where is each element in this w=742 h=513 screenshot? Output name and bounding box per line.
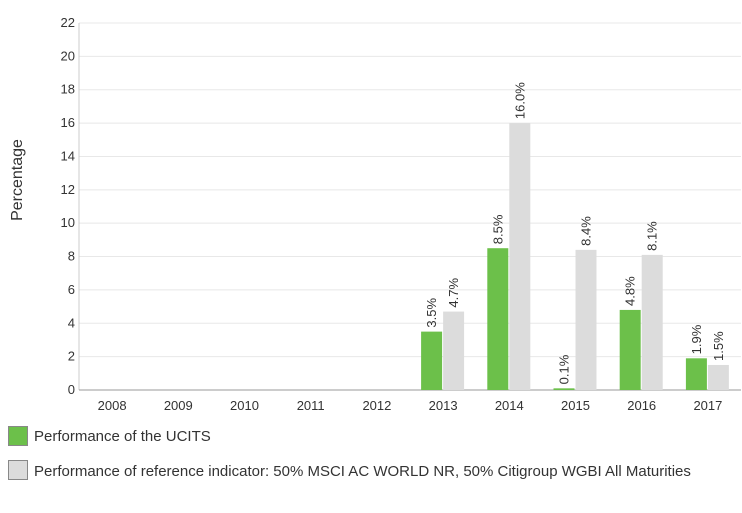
value-label: 4.7% <box>446 278 461 308</box>
value-label: 8.4% <box>579 216 594 246</box>
legend-item: Performance of reference indicator: 50% … <box>8 460 734 482</box>
y-axis-label: Percentage <box>9 139 26 221</box>
y-tick-label: 14 <box>61 148 75 163</box>
x-tick-label: 2011 <box>297 398 325 413</box>
x-tick-label: 2009 <box>164 398 193 413</box>
bar <box>421 331 443 390</box>
x-tick-label: 2015 <box>561 398 590 413</box>
x-tick-label: 2017 <box>693 398 722 413</box>
value-label: 0.1% <box>557 354 572 384</box>
legend-item: Performance of the UCITS <box>8 426 211 446</box>
bar <box>641 254 663 390</box>
value-label: 8.5% <box>490 214 505 244</box>
y-tick-label: 0 <box>68 382 75 397</box>
y-tick-label: 20 <box>61 48 75 63</box>
y-tick-label: 6 <box>68 282 75 297</box>
y-tick-label: 18 <box>61 82 75 97</box>
x-tick-label: 2013 <box>429 398 458 413</box>
x-tick-label: 2012 <box>362 398 391 413</box>
bar <box>619 309 641 390</box>
bar <box>553 388 575 390</box>
x-tick-label: 2014 <box>495 398 524 413</box>
y-tick-label: 16 <box>61 115 75 130</box>
legend-swatch <box>8 426 28 446</box>
bar <box>685 358 707 390</box>
y-tick-label: 22 <box>61 15 75 30</box>
y-tick-label: 4 <box>68 315 75 330</box>
value-label: 8.1% <box>645 221 660 251</box>
x-tick-label: 2010 <box>230 398 259 413</box>
legend-swatch <box>8 460 28 480</box>
value-label: 1.9% <box>689 324 704 354</box>
bar <box>707 364 729 390</box>
y-tick-label: 10 <box>61 215 75 230</box>
legend-label: Performance of the UCITS <box>34 428 211 445</box>
y-tick-label: 2 <box>68 349 75 364</box>
legend-label: Performance of reference indicator: 50% … <box>34 463 691 480</box>
y-tick-label: 12 <box>61 182 75 197</box>
value-label: 1.5% <box>711 331 726 361</box>
x-tick-label: 2016 <box>627 398 656 413</box>
value-label: 3.5% <box>424 298 439 328</box>
bar <box>575 249 597 390</box>
x-tick-label: 2008 <box>98 398 127 413</box>
bar <box>509 123 531 390</box>
chart: Percentage 0 2 4 6 8 10 12 14 16 18 20 22 2008 2009 20… <box>9 15 741 413</box>
y-tick-label: 8 <box>68 249 75 264</box>
bar <box>443 311 465 390</box>
value-label: 4.8% <box>623 276 638 306</box>
bar <box>487 248 509 390</box>
value-label: 16.0% <box>512 82 527 119</box>
